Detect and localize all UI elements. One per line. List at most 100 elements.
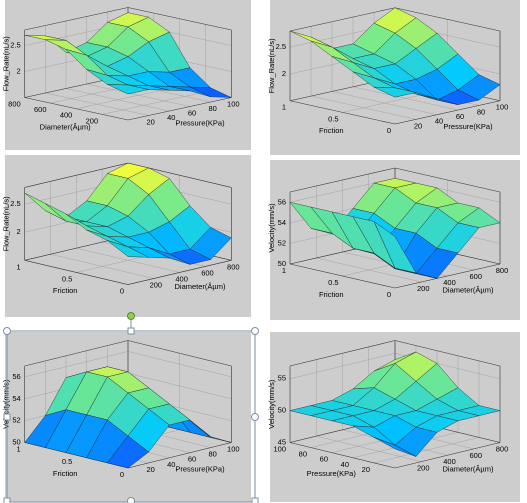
axis-box [394, 263, 501, 289]
z-tick-label: 50 [278, 406, 286, 415]
x-tick-label: 60 [188, 108, 196, 117]
z-tick-label: 50 [278, 259, 286, 268]
y-tick-label: 1 [282, 266, 286, 275]
rotate-handle [127, 312, 135, 320]
x-tick-label: 100 [496, 103, 509, 112]
z-tick-label: 56 [278, 197, 286, 206]
x-tick-label: 40 [167, 113, 175, 122]
x-tick-label: 20 [414, 121, 422, 130]
x-tick-label: 80 [208, 104, 216, 113]
x-axis-label: Diameter(Âµm) [443, 465, 494, 474]
z-tick-label: 2 [17, 67, 21, 76]
x-tick-label: 80 [208, 450, 216, 459]
axis-box [24, 162, 129, 188]
x-tick-label: 80 [477, 107, 485, 116]
axis-box [24, 97, 129, 121]
resize-handle [251, 327, 259, 335]
z-axis-label: Flow_Rate(nL/s) [2, 196, 11, 252]
surface-patch [107, 84, 149, 95]
x-tick-label: 60 [188, 455, 196, 464]
x-tick-label: 100 [227, 444, 240, 453]
resize-handle [127, 327, 135, 335]
y-axis-label: Diameter(Âµm) [40, 123, 91, 132]
x-axis-label: Pressure(KPa) [175, 118, 225, 127]
x-axis-label: Diameter(Âµm) [174, 282, 225, 291]
resize-handle [251, 497, 259, 503]
y-tick-label: 40 [341, 460, 349, 469]
surface-plot: 45 50 55 200 400 600 800 20 40 60 80 100 Diameter(Âµ… [267, 332, 520, 502]
surface-patch [107, 240, 149, 258]
axis-box [127, 442, 232, 469]
x-tick-label: 800 [496, 266, 509, 275]
axis-box [289, 263, 396, 289]
surface-plot: 2 2.5 200 400 600 800 0 0.5 1 Diameter(Âµm) Fricti… [2, 155, 251, 317]
y-tick-label: 80 [299, 450, 307, 459]
axis-box [289, 167, 396, 193]
y-tick-label: 0.5 [328, 278, 338, 287]
axis-box [289, 340, 396, 367]
z-tick-label: 54 [278, 218, 286, 227]
z-tick-label: 45 [278, 437, 286, 446]
resize-handle [127, 497, 135, 503]
y-tick-label: 60 [320, 455, 328, 464]
x-tick-label: 20 [146, 465, 154, 474]
z-tick-label: 52 [12, 416, 20, 425]
y-tick-label: 200 [86, 116, 99, 125]
y-grid-line [373, 437, 480, 464]
z-axis-label: Flow_Rate(nL/s) [2, 36, 11, 92]
y-tick-label: 0 [387, 290, 391, 299]
x-tick-label: 400 [443, 457, 456, 466]
surface-plot: 2 2.5 20 40 60 80 100 0 0.5 1 Pressure(KPa) Frictio… [267, 0, 520, 155]
y-tick-label: 0.5 [62, 274, 72, 283]
y-tick-label: 0.5 [62, 457, 72, 466]
x-tick-label: 200 [150, 281, 163, 290]
axis-box [24, 340, 129, 367]
y-tick-label: 400 [60, 111, 73, 120]
y-axis-label: Friction [53, 469, 78, 478]
y-tick-label: 1 [282, 103, 286, 112]
y-tick-label: 600 [34, 105, 47, 114]
axis-box [394, 7, 501, 32]
axis-box [289, 100, 396, 125]
y-axis-label: Pressure(KPa) [307, 469, 357, 478]
axis-box [127, 97, 232, 121]
x-tick-label: 600 [469, 451, 482, 460]
axis-box [394, 442, 501, 469]
axis-box [289, 442, 396, 469]
y-tick-label: 0 [387, 126, 391, 135]
y-grid-line [102, 91, 206, 115]
x-tick-label: 20 [146, 117, 154, 126]
z-tick-label: 2 [17, 227, 21, 236]
axis-box [289, 7, 396, 32]
y-tick-label: 100 [273, 444, 286, 453]
resize-handle [251, 413, 259, 421]
z-axis-label: Flow_Rate(nL/s) [267, 38, 276, 94]
x-tick-label: 800 [496, 444, 509, 453]
x-tick-label: 100 [227, 99, 240, 108]
z-axis-label: Velocity(mm/s) [267, 379, 276, 429]
axis-box [24, 7, 129, 31]
x-tick-label: 600 [201, 268, 214, 277]
surface-patch [106, 435, 149, 469]
surface-patch [373, 86, 417, 98]
z-tick-label: 52 [278, 238, 286, 247]
z-axis-label: Velocity(mm/s) [2, 379, 11, 429]
y-axis-label: Friction [319, 126, 344, 135]
axis-box [24, 260, 129, 285]
surface-patch [373, 437, 417, 457]
z-tick-label: 2.5 [276, 42, 286, 51]
axis-box [127, 340, 232, 367]
y-tick-label: 1 [17, 444, 21, 453]
x-grid-line [316, 435, 422, 462]
x-tick-label: 40 [435, 117, 443, 126]
axis-box [394, 100, 501, 125]
axis-box [394, 340, 501, 367]
axis-box [127, 260, 232, 285]
y-tick-label: 0 [120, 287, 124, 296]
x-tick-label: 400 [443, 278, 456, 287]
x-tick-label: 60 [456, 112, 464, 121]
z-tick-label: 2.5 [10, 41, 20, 50]
resize-handle [3, 497, 11, 503]
selection-frame [3, 312, 259, 503]
